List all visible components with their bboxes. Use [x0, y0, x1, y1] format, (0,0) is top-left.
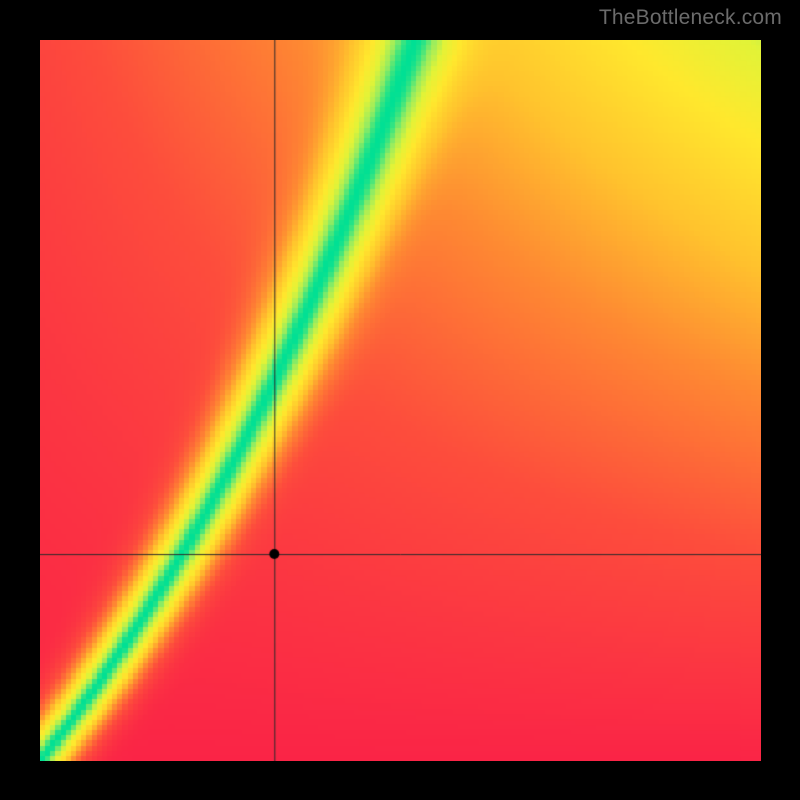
watermark-text: TheBottleneck.com	[599, 6, 782, 30]
chart-container: { "watermark": { "text": "TheBottleneck.…	[0, 0, 800, 800]
bottleneck-heatmap	[40, 40, 761, 761]
